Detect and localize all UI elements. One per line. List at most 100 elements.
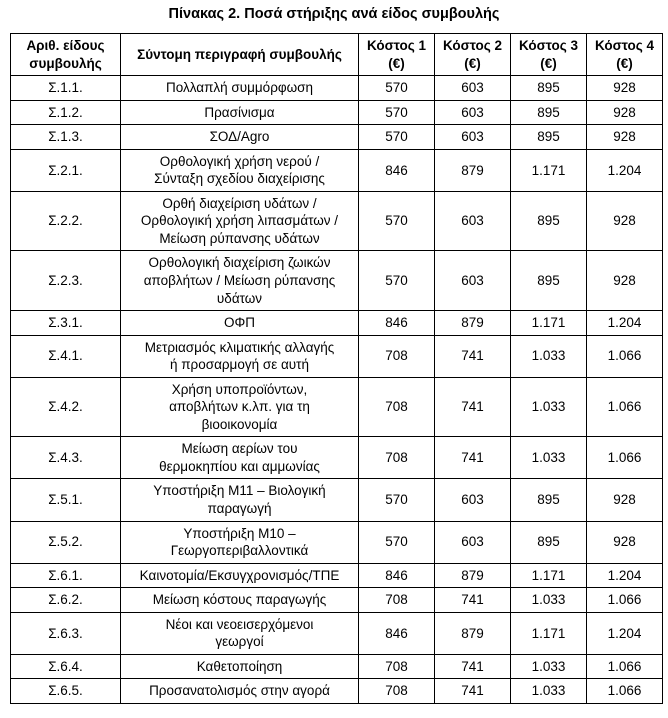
table-row: Σ.1.1. Πολλαπλή συμμόρφωση 570 603 895 9… — [10, 75, 663, 101]
cost-4-cell: 928 — [586, 99, 663, 126]
cost-1-cell: 708 — [358, 436, 435, 480]
cost-3-cell: 1.033 — [510, 678, 587, 704]
table-row: Σ.2.3. Ορθολογική διαχείριση ζωικών αποβ… — [10, 250, 663, 312]
cost-2-cell: 741 — [434, 436, 511, 480]
cost-1-cell: 570 — [358, 520, 435, 564]
table-row: Σ.3.1. ΟΦΠ 846 879 1.171 1.204 — [10, 310, 663, 336]
advice-id-cell: Σ.5.1. — [10, 478, 121, 522]
advice-id-cell: Σ.1.3. — [10, 124, 121, 150]
advice-description-cell: Χρήση υποπροϊόντων, αποβλήτων κ.λπ. για … — [120, 376, 359, 438]
advice-description-cell: Πολλαπλή συμμόρφωση — [120, 75, 359, 101]
cost-4-cell: 928 — [586, 250, 663, 312]
cost-4-cell: 1.204 — [586, 611, 663, 655]
cost-1-cell: 708 — [358, 587, 435, 613]
advice-id-cell: Σ.6.4. — [10, 653, 121, 680]
cost-1-cell: 570 — [358, 99, 435, 126]
cost-1-cell: 570 — [358, 478, 435, 522]
advice-id-cell: Σ.2.2. — [10, 190, 121, 252]
cost-1-cell: 570 — [358, 75, 435, 101]
col-header-cost-2: Κόστος 2 (€) — [434, 32, 511, 77]
cost-2-cell: 603 — [434, 250, 511, 312]
cost-2-cell: 741 — [434, 334, 511, 378]
advice-description-cell: Μετριασμός κλιματικής αλλαγής ή προσαρμο… — [120, 334, 359, 378]
cost-3-cell: 895 — [510, 190, 587, 252]
advice-description-cell: Υποστήριξη Μ10 – Γεωργοπεριβαλλοντικά — [120, 520, 359, 564]
cost-3-cell: 1.033 — [510, 376, 587, 438]
cost-1-cell: 708 — [358, 376, 435, 438]
cost-2-cell: 603 — [434, 520, 511, 564]
col-header-cost-1: Κόστος 1 (€) — [358, 32, 435, 77]
advice-id-cell: Σ.3.1. — [10, 310, 121, 336]
cost-4-cell: 928 — [586, 75, 663, 101]
table-row: Σ.6.3. Νέοι και νεοεισερχόμενοι γεωργοί … — [10, 611, 663, 655]
cost-3-cell: 895 — [510, 478, 587, 522]
col-header-description: Σύντομη περιγραφή συμβουλής — [120, 32, 359, 77]
table-row: Σ.4.3. Μείωση αερίων του θερμοκηπίου και… — [10, 436, 663, 480]
cost-4-cell: 928 — [586, 520, 663, 564]
cost-2-cell: 603 — [434, 190, 511, 252]
table-row: Σ.6.1. Καινοτομία/Εκσυγχρονισμός/ΤΠΕ 846… — [10, 562, 663, 589]
support-amounts-table: Αριθ. είδους συμβουλής Σύντομη περιγραφή… — [10, 32, 663, 704]
advice-id-cell: Σ.6.2. — [10, 587, 121, 613]
cost-3-cell: 895 — [510, 75, 587, 101]
cost-3-cell: 1.033 — [510, 436, 587, 480]
cost-4-cell: 928 — [586, 124, 663, 150]
cost-3-cell: 1.171 — [510, 562, 587, 589]
cost-2-cell: 741 — [434, 678, 511, 704]
advice-description-cell: Μείωση αερίων του θερμοκηπίου και αμμωνί… — [120, 436, 359, 480]
cost-3-cell: 895 — [510, 250, 587, 312]
cost-4-cell: 1.066 — [586, 678, 663, 704]
cost-3-cell: 1.033 — [510, 334, 587, 378]
advice-description-cell: ΟΦΠ — [120, 310, 359, 336]
advice-description-cell: Ορθολογική διαχείριση ζωικών αποβλήτων /… — [120, 250, 359, 312]
cost-2-cell: 879 — [434, 611, 511, 655]
advice-description-cell: Πρασίνισμα — [120, 99, 359, 126]
cost-2-cell: 603 — [434, 478, 511, 522]
table-title: Πίνακας 2. Ποσά στήριξης ανά είδος συμβο… — [168, 6, 500, 22]
advice-description-cell: Ορθολογική χρήση νερού / Σύνταξη σχεδίου… — [120, 148, 359, 192]
cost-4-cell: 928 — [586, 478, 663, 522]
table-row: Σ.5.1. Υποστήριξη Μ11 – Βιολογική παραγω… — [10, 478, 663, 522]
advice-id-cell: Σ.1.2. — [10, 99, 121, 126]
cost-4-cell: 1.066 — [586, 653, 663, 680]
cost-3-cell: 1.033 — [510, 587, 587, 613]
cost-3-cell: 1.033 — [510, 653, 587, 680]
cost-4-cell: 1.066 — [586, 376, 663, 438]
table-row: Σ.1.3. ΣΟΔ/Agro 570 603 895 928 — [10, 124, 663, 150]
advice-description-cell: Μείωση κόστους παραγωγής — [120, 587, 359, 613]
advice-id-cell: Σ.4.2. — [10, 376, 121, 438]
table-row: Σ.2.1. Ορθολογική χρήση νερού / Σύνταξη … — [10, 148, 663, 192]
cost-2-cell: 603 — [434, 124, 511, 150]
advice-id-cell: Σ.2.3. — [10, 250, 121, 312]
advice-description-cell: Ορθή διαχείριση υδάτων / Ορθολογική χρήσ… — [120, 190, 359, 252]
advice-description-cell: Υποστήριξη Μ11 – Βιολογική παραγωγή — [120, 478, 359, 522]
cost-1-cell: 846 — [358, 562, 435, 589]
cost-1-cell: 846 — [358, 611, 435, 655]
table-body: Σ.1.1. Πολλαπλή συμμόρφωση 570 603 895 9… — [10, 75, 663, 704]
cost-1-cell: 708 — [358, 678, 435, 704]
cost-4-cell: 1.204 — [586, 148, 663, 192]
cost-1-cell: 846 — [358, 148, 435, 192]
cost-1-cell: 570 — [358, 250, 435, 312]
advice-id-cell: Σ.4.1. — [10, 334, 121, 378]
cost-1-cell: 570 — [358, 190, 435, 252]
cost-3-cell: 1.171 — [510, 611, 587, 655]
cost-2-cell: 741 — [434, 653, 511, 680]
cost-2-cell: 603 — [434, 99, 511, 126]
cost-3-cell: 895 — [510, 124, 587, 150]
table-row: Σ.1.2. Πρασίνισμα 570 603 895 928 — [10, 99, 663, 126]
cost-4-cell: 1.204 — [586, 562, 663, 589]
cost-2-cell: 741 — [434, 376, 511, 438]
cost-4-cell: 1.066 — [586, 334, 663, 378]
cost-1-cell: 708 — [358, 334, 435, 378]
cost-4-cell: 1.066 — [586, 436, 663, 480]
table-row: Σ.6.5. Προσανατολισμός στην αγορά 708 74… — [10, 678, 663, 704]
cost-1-cell: 846 — [358, 310, 435, 336]
col-header-cost-3: Κόστος 3 (€) — [510, 32, 587, 77]
advice-description-cell: Νέοι και νεοεισερχόμενοι γεωργοί — [120, 611, 359, 655]
advice-description-cell: Προσανατολισμός στην αγορά — [120, 678, 359, 704]
table-row: Σ.2.2. Ορθή διαχείριση υδάτων / Ορθολογι… — [10, 190, 663, 252]
cost-4-cell: 1.204 — [586, 310, 663, 336]
advice-id-cell: Σ.5.2. — [10, 520, 121, 564]
